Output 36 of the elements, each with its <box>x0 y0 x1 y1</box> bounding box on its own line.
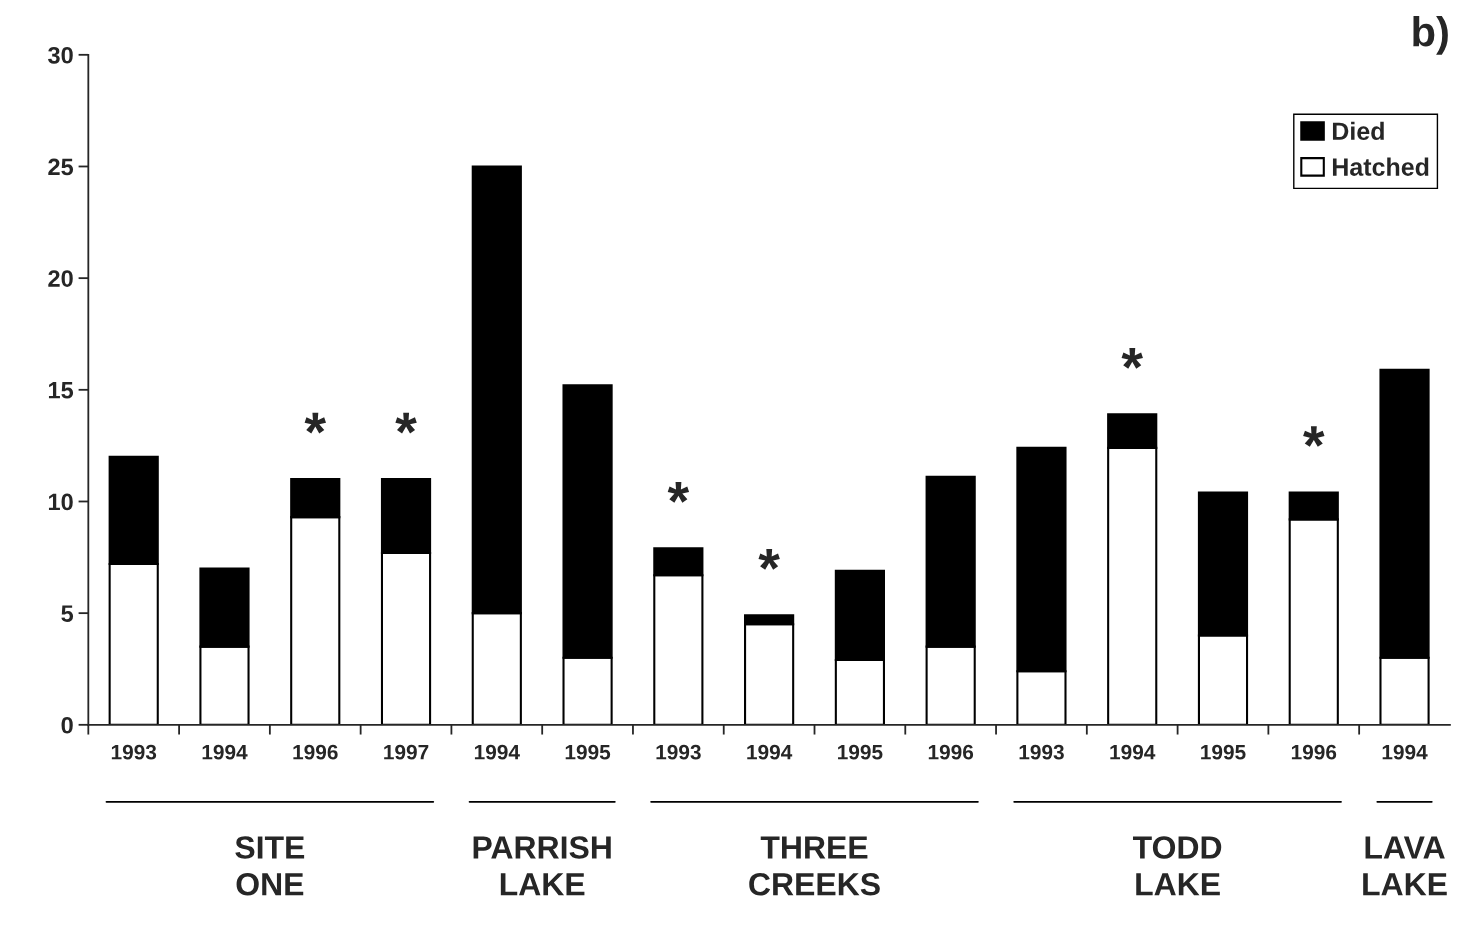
text: LAVA LAKE <box>1363 836 1447 896</box>
x-tick-label: 1997 <box>384 744 429 760</box>
x-tick-label: 1994 <box>474 744 520 760</box>
x-tick-label: 1995 <box>838 744 883 760</box>
y-tick-label: 10 <box>48 493 73 511</box>
annotation: * <box>304 412 326 434</box>
legend-label: Hatched <box>1332 157 1429 176</box>
y-tick-label: 30 <box>48 46 73 64</box>
x-tick-label: 1994 <box>1382 744 1428 760</box>
y-tick-label: 5 <box>61 605 74 622</box>
y-tick-label: 15 <box>48 382 74 399</box>
x-tick-label: 1996 <box>293 744 338 760</box>
annotation: * <box>1303 426 1325 447</box>
x-tick-label: 1994 <box>747 744 793 760</box>
x-tick-label: 1993 <box>1019 744 1064 760</box>
y-tick-label: 20 <box>48 270 73 287</box>
annotation: * <box>758 548 780 570</box>
y-tick-label: 0 <box>61 716 73 734</box>
x-tick-label: 1993 <box>111 744 157 760</box>
annotation: * <box>395 412 417 434</box>
x-tick-label: 1994 <box>1110 744 1156 760</box>
text: THREE CREEKS <box>749 836 880 896</box>
annotation: * <box>1121 347 1143 369</box>
text: TODD LAKE <box>1132 836 1222 896</box>
x-tick-label: 1996 <box>928 744 974 760</box>
text: PARRISH LAKE <box>473 836 611 896</box>
x-tick-label: 1995 <box>565 744 611 760</box>
x-tick-label: 1995 <box>1201 744 1246 760</box>
x-tick-label: 1996 <box>1291 744 1337 760</box>
annotation: * <box>667 481 690 503</box>
x-tick-label: 1993 <box>656 744 701 760</box>
text: SITE ONE <box>235 836 305 896</box>
legend-label: Died <box>1332 121 1384 141</box>
chart-title: b) <box>1413 15 1448 55</box>
y-tick-label: 25 <box>48 158 74 176</box>
x-tick-label: 1994 <box>202 744 248 760</box>
